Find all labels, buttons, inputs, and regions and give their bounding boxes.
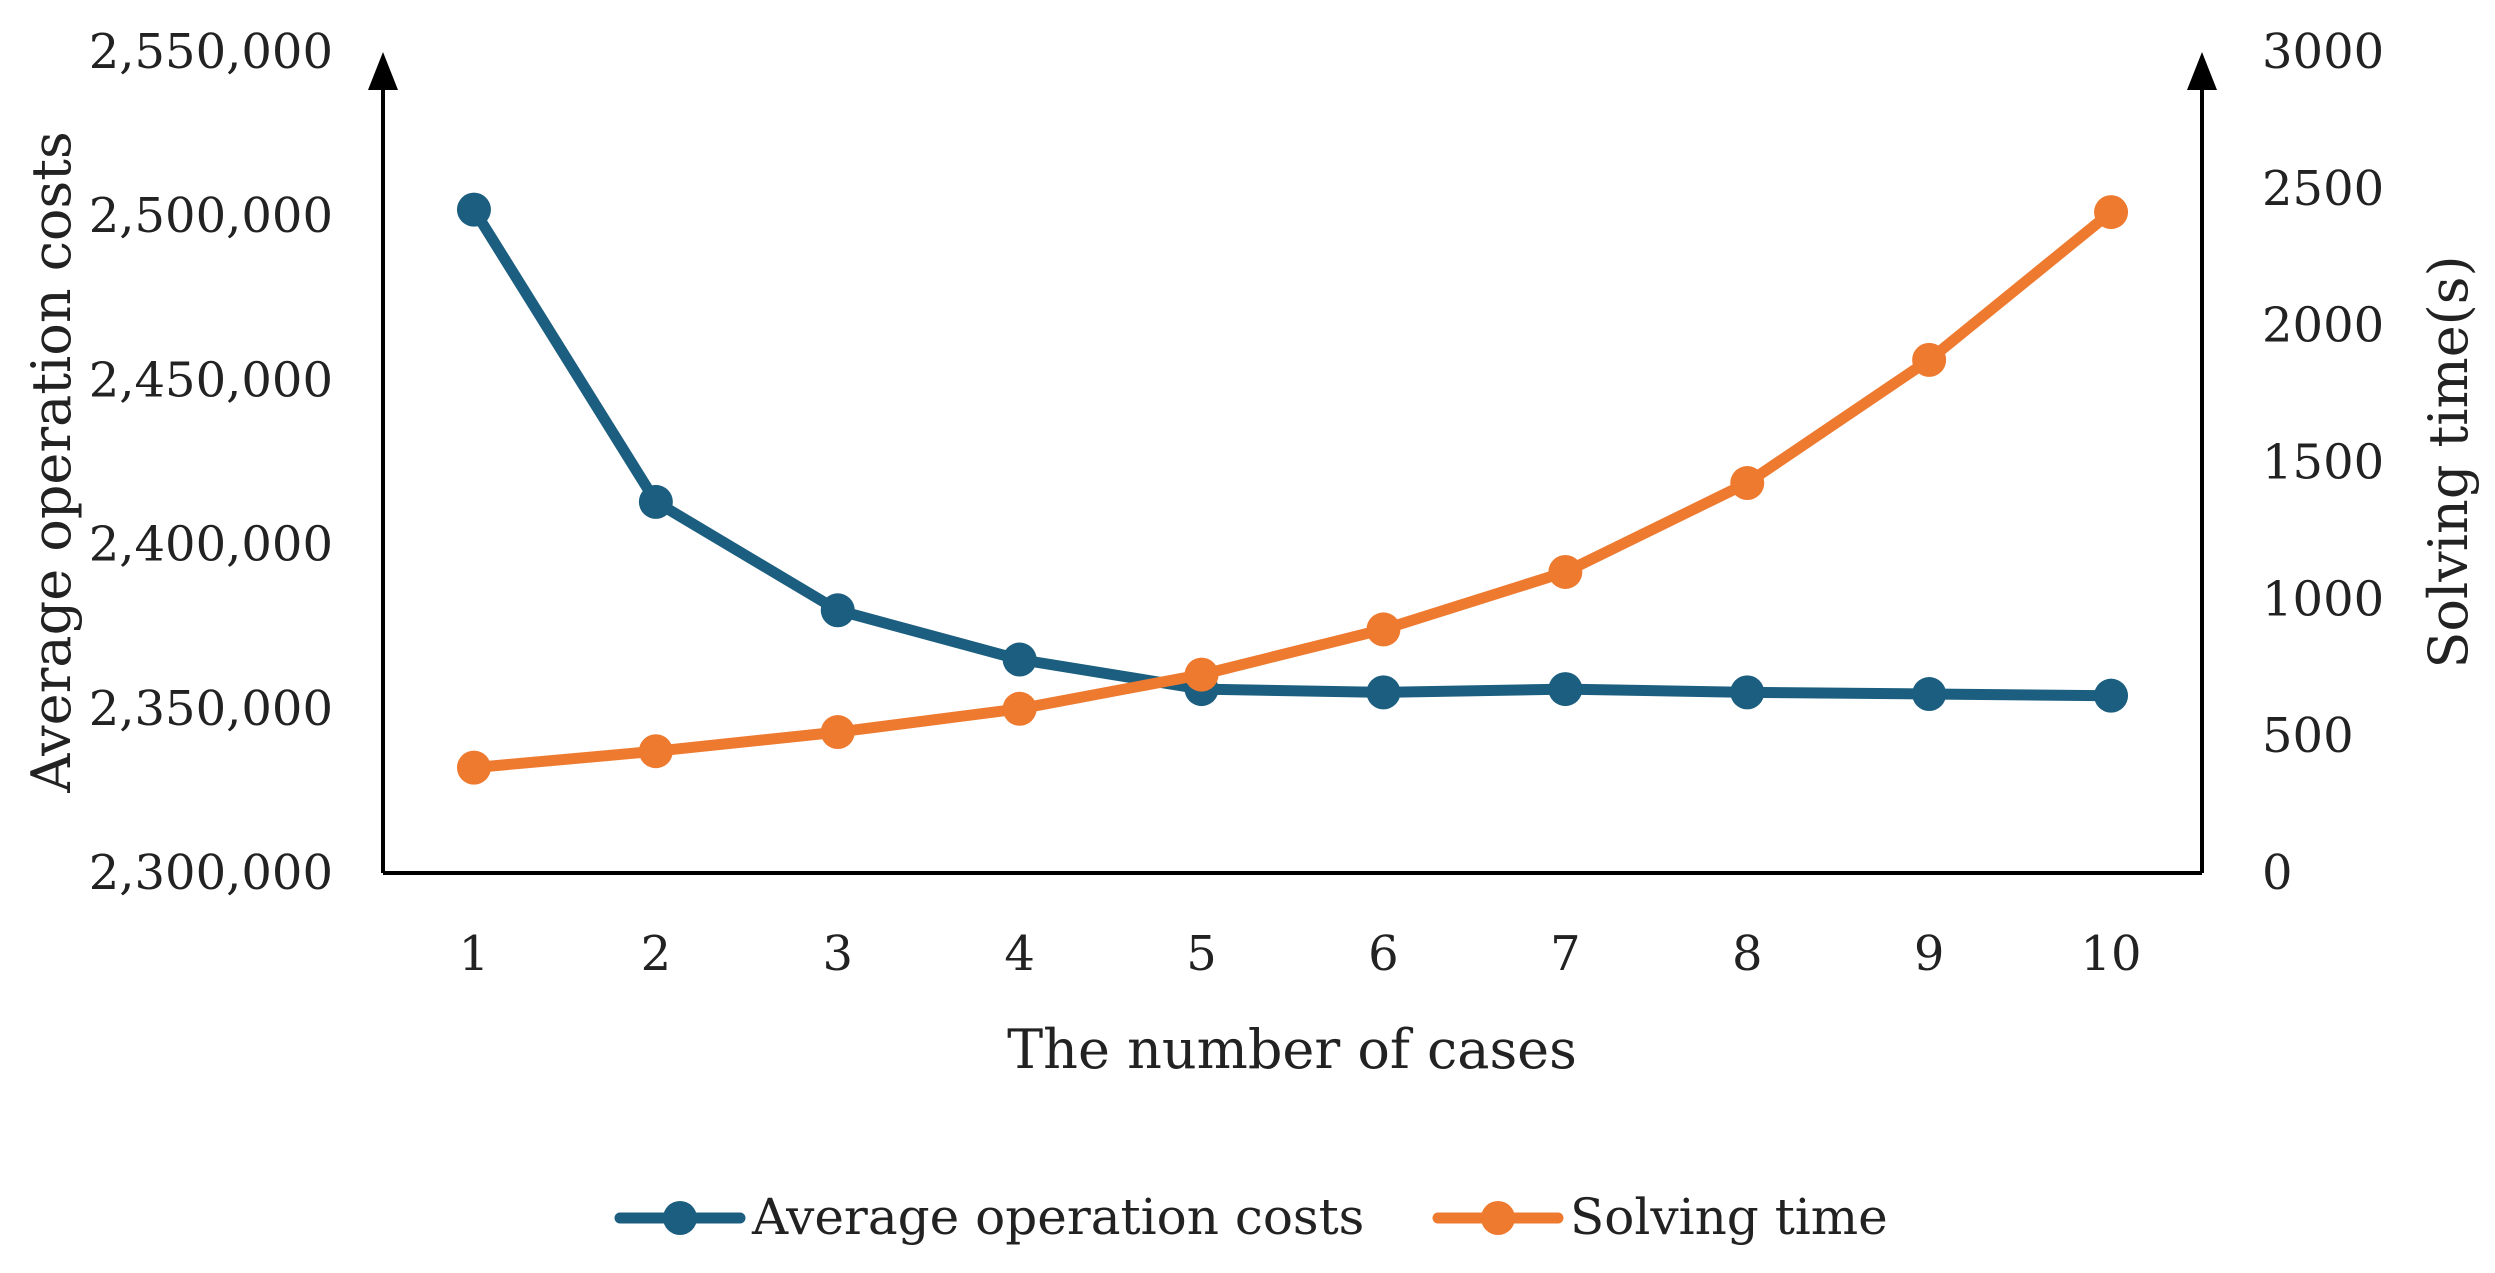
right-y-axis-title: Solving time(s) xyxy=(2417,255,2480,668)
x-tick-label: 4 xyxy=(1004,926,1035,982)
data-point xyxy=(1002,691,1037,726)
series-line xyxy=(468,204,2117,702)
legend-swatch-marker xyxy=(663,1201,697,1235)
data-point xyxy=(1730,675,1765,710)
data-point xyxy=(1730,466,1765,501)
right-y-tick-label: 500 xyxy=(2262,708,2354,764)
data-point xyxy=(1184,657,1219,692)
left-y-tick-label: 2,400,000 xyxy=(89,517,333,573)
x-tick-label: 7 xyxy=(1550,926,1581,982)
right-y-tick-label: 3000 xyxy=(2262,24,2384,80)
left-y-tick-labels: 2,300,000 2,350,000 2,400,000 2,450,000 2,50… xyxy=(89,24,333,901)
right-y-tick-label: 1000 xyxy=(2262,571,2384,627)
x-tick-label: 9 xyxy=(1914,926,1945,982)
right-y-tick-label: 2500 xyxy=(2262,161,2384,217)
left-y-axis xyxy=(368,52,398,873)
data-point xyxy=(820,715,855,750)
legend-label-average-operation-costs: Average operation costs xyxy=(751,1188,1364,1246)
series-layer xyxy=(456,192,2129,785)
data-point xyxy=(1548,554,1583,589)
left-y-tick-label: 2,300,000 xyxy=(89,845,333,901)
series-solving-time xyxy=(456,195,2129,785)
left-y-axis-title: Average operation costs xyxy=(20,131,83,793)
data-point xyxy=(1912,342,1947,377)
x-tick-label: 8 xyxy=(1732,926,1763,982)
data-point xyxy=(1548,672,1583,707)
right-y-tick-label: 1500 xyxy=(2262,435,2384,491)
x-tick-label: 10 xyxy=(2081,926,2142,982)
left-y-tick-label: 2,450,000 xyxy=(89,352,333,408)
legend-item-solving-time: Solving time xyxy=(1432,1188,1888,1246)
data-point xyxy=(638,734,673,769)
left-y-tick-label: 2,500,000 xyxy=(89,188,333,244)
data-point xyxy=(1002,642,1037,677)
legend: Average operation costs Solving time xyxy=(614,1188,1888,1246)
left-y-axis-arrow xyxy=(368,52,398,90)
right-y-tick-label: 2000 xyxy=(2262,298,2384,354)
data-point xyxy=(1366,675,1401,710)
left-y-tick-label: 2,550,000 xyxy=(89,24,333,80)
data-point xyxy=(638,484,673,519)
right-y-tick-label: 0 xyxy=(2262,845,2293,901)
x-tick-label: 2 xyxy=(641,926,672,982)
x-axis-title: The number of cases xyxy=(1007,1018,1577,1081)
right-y-axis-arrow xyxy=(2187,52,2217,90)
series-line xyxy=(468,206,2117,774)
x-tick-label: 3 xyxy=(822,926,853,982)
right-y-axis xyxy=(2187,52,2217,873)
x-tick-labels: 1 2 3 4 5 6 7 8 9 10 xyxy=(459,926,2142,982)
data-point xyxy=(2094,195,2129,230)
data-point xyxy=(1912,677,1947,712)
legend-label-solving-time: Solving time xyxy=(1570,1188,1888,1246)
x-tick-label: 5 xyxy=(1186,926,1217,982)
series-average-operation-costs xyxy=(456,192,2129,713)
data-point xyxy=(2094,678,2129,713)
x-tick-label: 1 xyxy=(459,926,490,982)
data-point xyxy=(820,593,855,628)
x-tick-label: 6 xyxy=(1368,926,1399,982)
data-point xyxy=(456,192,491,227)
right-y-tick-labels: 0 500 1000 1500 2000 2500 3000 xyxy=(2262,24,2384,901)
data-point xyxy=(1366,612,1401,647)
data-point xyxy=(456,750,491,785)
left-y-tick-label: 2,350,000 xyxy=(89,681,333,737)
legend-item-average-operation-costs: Average operation costs xyxy=(614,1188,1364,1246)
legend-swatch-marker xyxy=(1481,1201,1515,1235)
